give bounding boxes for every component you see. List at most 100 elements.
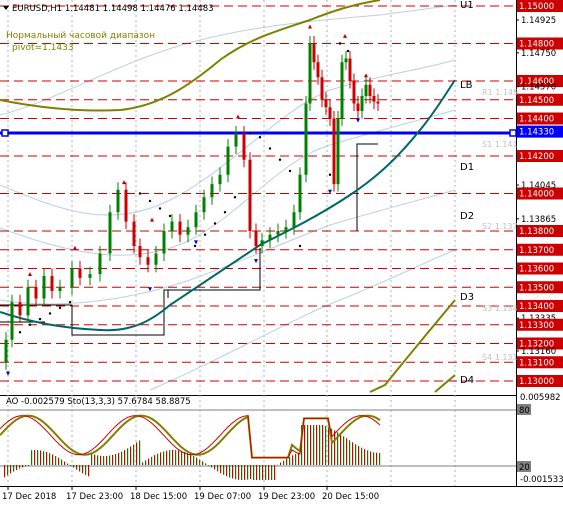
candle: [78, 268, 82, 278]
candle: [58, 287, 62, 291]
candle: [340, 62, 344, 119]
svg-text:S3 1.134: S3 1.134: [482, 304, 518, 313]
candle: [88, 274, 92, 278]
pivot-line-handle-right[interactable]: [509, 129, 517, 137]
price-label: 1.13800: [519, 227, 554, 237]
candle: [328, 107, 332, 119]
candle: [146, 257, 150, 265]
price-label: 1.14750: [521, 49, 556, 59]
price-label: 1.13600: [519, 265, 554, 275]
price-box: [517, 37, 563, 50]
candle: [170, 221, 174, 231]
candle: [4, 339, 8, 363]
price-label: 1.13700: [519, 246, 554, 256]
candle: [268, 234, 272, 241]
stochastic-signal: [0, 415, 381, 459]
candle: [308, 43, 312, 104]
faint-level-labels: R1 1.145 S1 1.141 S2 1.137 S3 1.134 S4 1…: [482, 88, 518, 362]
time-axis[interactable]: 17 Dec 2018 17 Dec 23:00 18 Dec 15:00 19…: [2, 487, 379, 502]
price-pane[interactable]: [0, 0, 516, 395]
price-axis[interactable]: 1.150001.149251.148001.147501.146001.145…: [516, 0, 563, 387]
price-label: 1.13200: [519, 340, 554, 350]
resistance-support-levels: [0, 5, 516, 382]
price-label: 1.15000: [519, 2, 554, 12]
svg-text:S2 1.137: S2 1.137: [482, 222, 518, 231]
candle: [376, 101, 380, 104]
price-label: 1.13400: [519, 302, 554, 312]
oscillator: AO -0.002579 Sto(13,3,3) 57.6784 58.8875…: [0, 393, 563, 485]
candle: [356, 103, 360, 111]
price-box: [517, 187, 563, 200]
symbol-info: EURUSD,H1 1.14481 1.14498 1.14476 1.1448…: [12, 4, 214, 14]
candle: [254, 231, 258, 246]
candle: [70, 268, 74, 288]
candle: [162, 231, 166, 254]
osc-max: 0.005982: [520, 393, 561, 403]
candle: [26, 287, 30, 316]
time-label: 19 Dec 23:00: [258, 492, 315, 502]
candle: [50, 276, 54, 291]
candle: [332, 118, 336, 185]
price-box-pivot: [517, 125, 563, 138]
price-label: 1.13160: [521, 347, 556, 357]
candle: [260, 240, 264, 246]
candle: [154, 253, 158, 265]
candle: [218, 174, 222, 185]
candle: [316, 62, 320, 78]
moving-average: [0, 79, 456, 332]
price-box: [517, 356, 563, 369]
price-box: [517, 112, 563, 125]
price-box: [517, 281, 563, 294]
fractal-markers: [6, 24, 368, 376]
candle: [344, 58, 348, 63]
parabolic-sar: [18, 42, 350, 334]
osc-min: -0.001533: [520, 475, 563, 485]
ao-histogram: [4, 425, 381, 480]
price-label: 1.14045: [521, 181, 556, 191]
candle: [210, 184, 214, 198]
price-label: 1.13865: [521, 215, 556, 225]
time-label: 17 Dec 23:00: [66, 492, 123, 502]
candle: [372, 96, 376, 102]
label-d3: D3: [460, 292, 474, 303]
candle: [320, 77, 324, 100]
olive-range-curves: [0, 0, 456, 393]
candle: [138, 246, 142, 258]
price-box: [517, 75, 563, 87]
price-label: 1.14925: [521, 16, 556, 26]
candle: [234, 133, 238, 147]
svg-text:R1 1.145: R1 1.145: [482, 88, 518, 97]
svg-text:80: 80: [519, 406, 530, 416]
candle: [124, 189, 128, 222]
price-label: 1.13300: [519, 321, 554, 331]
label-d4: D4: [460, 375, 474, 386]
price-label: 1.14000: [519, 190, 554, 200]
pivot-value: pivot=1.1433: [12, 43, 74, 53]
candle: [368, 84, 372, 96]
candle: [304, 103, 308, 175]
label-u1: U1: [460, 0, 474, 11]
price-label: 1.14200: [519, 152, 554, 162]
price-label: 1.14400: [519, 115, 554, 125]
price-label: 1.13000: [519, 377, 554, 387]
candle: [348, 58, 352, 81]
candle: [202, 197, 206, 213]
candle: [284, 227, 288, 231]
candle: [34, 287, 38, 299]
label-d1: D1: [460, 162, 474, 173]
candle: [116, 189, 120, 213]
candle: [292, 212, 296, 228]
candle: [242, 133, 246, 160]
price-box: [517, 0, 563, 12]
candle: [360, 96, 364, 111]
price-box: [517, 225, 563, 237]
chart-header: EURUSD,H1 1.14481 1.14498 1.14476 1.1448…: [3, 4, 214, 53]
candle: [132, 221, 136, 246]
pivot-line-handle-left[interactable]: [1, 129, 9, 137]
level-80-box: [517, 404, 531, 415]
candle: [98, 253, 102, 275]
time-label: 19 Dec 07:00: [194, 492, 251, 502]
oscillator-title: AO -0.002579 Sto(13,3,3) 57.6784 58.8875: [6, 397, 191, 407]
svg-text:S4 1.131: S4 1.131: [482, 353, 518, 362]
